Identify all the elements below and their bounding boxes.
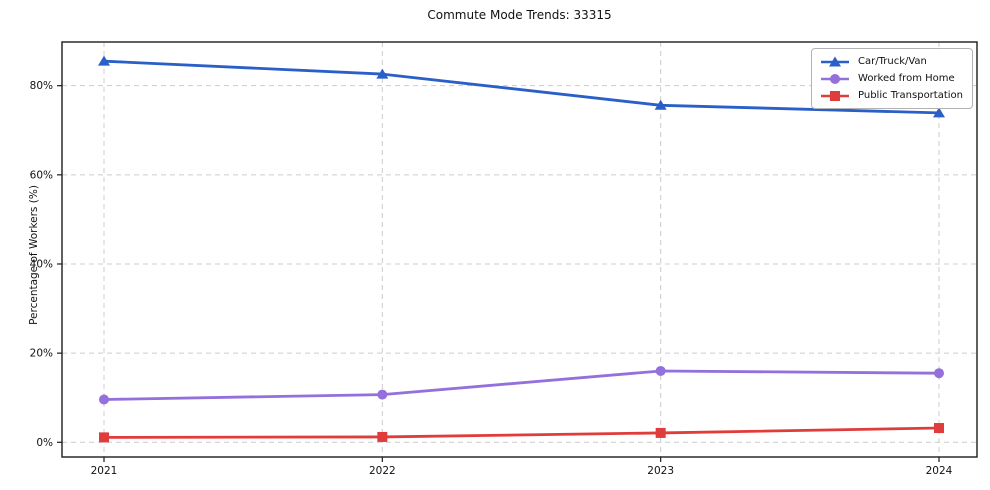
legend-marker	[829, 56, 842, 66]
data-point	[98, 55, 110, 66]
y-tick-label: 60%	[30, 169, 53, 181]
data-point	[99, 432, 109, 443]
data-point	[99, 394, 109, 405]
data-point	[655, 427, 666, 438]
legend-square-marker-icon	[821, 90, 850, 101]
data-point	[377, 431, 388, 442]
series-car-truck-van	[98, 55, 945, 118]
legend-marker	[830, 90, 841, 101]
y-tick-label: 0%	[36, 437, 53, 449]
x-tick-label: 2021	[91, 465, 118, 477]
legend: Car/Truck/Van Worked from Home Public Tran…	[811, 48, 973, 109]
legend-label: Public Transportation	[858, 90, 963, 101]
x-tick-label: 2024	[926, 465, 953, 477]
data-point	[655, 365, 666, 376]
data-point	[377, 389, 388, 400]
plot-border	[61, 41, 978, 458]
legend-item: Public Transportation	[819, 88, 963, 103]
chart-title: Commute Mode Trends: 33315	[427, 8, 612, 22]
legend-label: Worked from Home	[858, 73, 955, 84]
data-point	[376, 68, 389, 79]
legend-label: Car/Truck/Van	[858, 56, 927, 67]
series-line	[102, 369, 941, 401]
y-tick-label: 80%	[30, 80, 53, 92]
y-tick-label: 40%	[30, 258, 53, 270]
legend-item: Car/Truck/Van	[819, 54, 963, 69]
data-point	[933, 107, 945, 118]
legend-item: Worked from Home	[819, 71, 963, 86]
y-tick-label: 20%	[30, 348, 53, 360]
series-line	[102, 426, 941, 439]
legend-circle-marker-icon	[821, 73, 850, 84]
series-worked-from-home	[99, 365, 944, 405]
legend-triangle-marker-icon	[821, 56, 850, 66]
x-tick-label: 2022	[369, 465, 396, 477]
data-point	[934, 368, 944, 379]
data-point	[654, 99, 667, 110]
series-line	[102, 59, 941, 115]
x-tick-label: 2023	[647, 465, 674, 477]
data-point	[934, 423, 944, 434]
series-public-transportation	[99, 423, 944, 443]
legend-marker	[830, 73, 841, 84]
